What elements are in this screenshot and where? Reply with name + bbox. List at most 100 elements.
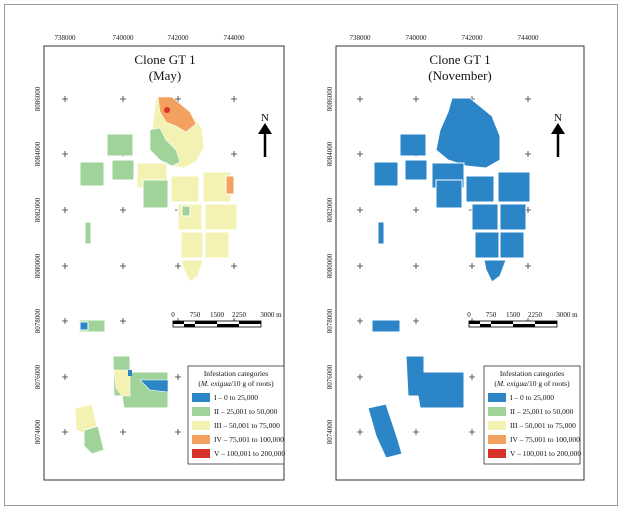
grid-cross [62,151,68,157]
scale-bar: 0 750 1500 2250 3000 m [171,311,282,328]
field-parcel [79,321,89,331]
y-tick-label: 8084000 [34,141,42,166]
grid-cross [231,151,237,157]
grid-cross [357,151,363,157]
legend-item: III – 50,001 to 75,000 [192,421,280,430]
scale-label: 2250 [232,311,247,319]
legend-swatch [488,393,506,402]
grid-cross [231,263,237,269]
field-parcel [465,175,495,203]
y-axis-ticks: 8086000 8084000 8082000 8080000 8078000 … [34,86,42,444]
map-may: 738000 740000 742000 744000 8086000 8084… [34,34,285,481]
grid-cross [62,429,68,435]
legend-subtitle: (M. exigua/10 g of roots) [198,379,274,388]
legend-label: III – 50,001 to 75,000 [510,421,576,430]
field-parcel [139,379,169,393]
north-label: N [554,112,562,124]
y-tick-label: 8080000 [326,253,334,278]
legend-swatch [488,407,506,416]
grid-cross [175,429,181,435]
legend-swatch [488,421,506,430]
legend-item: II – 25,001 to 50,000 [192,407,278,416]
grid-cross [413,318,419,324]
grid-cross [357,374,363,380]
grid-cross [62,207,68,213]
grid-cross [469,263,475,269]
legend-item: III – 50,001 to 75,000 [488,421,576,430]
legend-swatch [192,449,210,458]
grid-cross [120,429,126,435]
grid-cross [413,429,419,435]
field-parcel [128,370,132,376]
scale-label: 750 [486,311,497,319]
y-tick-label: 8076000 [34,364,42,389]
scale-label: 0 [171,311,175,319]
grid-cross [120,207,126,213]
legend-label: II – 25,001 to 50,000 [510,407,574,416]
field-parcel [204,203,238,231]
y-tick-label: 8076000 [326,364,334,389]
field-parcel [404,159,428,181]
legend-item: IV – 75,001 to 100,000 [192,435,284,444]
x-tick-label: 744000 [518,34,540,42]
grid-cross [525,263,531,269]
legend-swatch [192,393,210,402]
map-title: Clone GT 1 [134,52,195,67]
grid-cross [413,263,419,269]
map-subtitle: (May) [149,68,182,83]
field-parcel [483,259,507,283]
legend-item: I – 0 to 25,000 [488,393,554,402]
map-title: Clone GT 1 [429,52,490,67]
field-parcel [367,403,403,459]
scale-label: 3000 m [556,311,578,319]
grid-cross [357,96,363,102]
grid-cross [525,151,531,157]
grid-cross [120,263,126,269]
grid-cross [469,374,475,380]
legend-item: V – 100,001 to 200,000 [192,449,285,458]
legend-item: IV – 75,001 to 100,000 [488,435,580,444]
y-tick-label: 8086000 [34,86,42,111]
x-axis-ticks: 738000 740000 742000 744000 [350,34,540,42]
x-tick-label: 740000 [113,34,135,42]
field-parcel [181,205,191,217]
grid-cross [120,96,126,102]
field-parcel [497,171,531,203]
field-parcel [405,355,465,409]
field-parcel [499,231,525,259]
y-tick-label: 8074000 [34,419,42,444]
legend-swatch [192,435,210,444]
field-parcel [157,96,197,133]
grid-cross [175,96,181,102]
field-parcel [180,259,204,283]
legend-label: IV – 75,001 to 100,000 [214,435,284,444]
legend-label: V – 100,001 to 200,000 [214,449,285,458]
grid-cross [413,96,419,102]
legend-item: V – 100,001 to 200,000 [488,449,581,458]
map-subtitle: (November) [428,68,492,83]
grid-cross [525,96,531,102]
legend-label: IV – 75,001 to 100,000 [510,435,580,444]
field-parcel [499,203,527,231]
field-parcel [180,231,204,259]
y-tick-label: 8074000 [326,419,334,444]
field-parcel [149,127,181,167]
field-parcel [106,133,134,157]
field-parcel [371,319,401,333]
scale-label: 2250 [528,311,543,319]
legend-label: I – 0 to 25,000 [214,393,258,402]
x-tick-label: 740000 [406,34,428,42]
legend-swatch [488,435,506,444]
legend-label: III – 50,001 to 75,000 [214,421,280,430]
y-tick-label: 8078000 [326,308,334,333]
y-axis-ticks: 8086000 8084000 8082000 8080000 8078000 … [326,86,334,444]
x-axis-ticks: 738000 740000 742000 744000 [55,34,246,42]
legend-label: II – 25,001 to 50,000 [214,407,278,416]
field-parcel [373,161,399,187]
legend-label: V – 100,001 to 200,000 [510,449,581,458]
scale-bar: 0 750 1500 2250 3000 m [467,311,578,328]
field-parcel [84,221,92,245]
grid-cross [357,318,363,324]
legend-title: Infestation categories [500,369,564,378]
